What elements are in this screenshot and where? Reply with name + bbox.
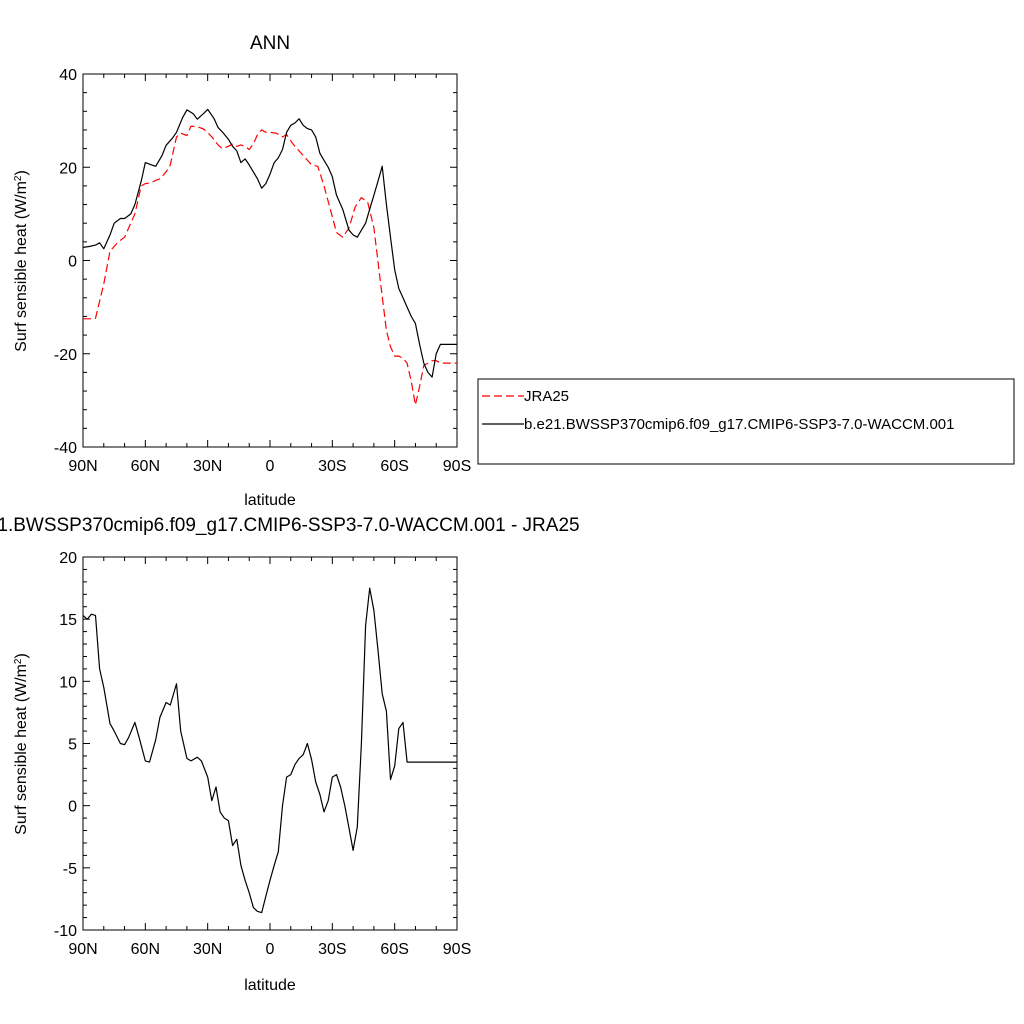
bottom-x-tick-label: 90N xyxy=(68,941,97,958)
bottom-x-axis-label: latitude xyxy=(244,977,296,994)
top-y-tick-label: 0 xyxy=(68,254,77,271)
top-x-tick-label: 90N xyxy=(68,458,97,475)
bottom-y-axis-label: Surf sensible heat (W/m2) xyxy=(13,653,31,835)
bottom-y-tick-label: 5 xyxy=(68,737,77,754)
bottom-y-tick-label: 20 xyxy=(59,550,77,567)
bottom-y-tick-label: -10 xyxy=(54,923,77,940)
top-x-tick-label: 30N xyxy=(193,458,222,475)
top-x-tick-label: 60N xyxy=(131,458,160,475)
top-y-tick-label: 20 xyxy=(59,160,77,177)
bottom-y-tick-label: 15 xyxy=(59,612,77,629)
bottom-panel: b.e21.BWSSP370cmip6.f09_g17.CMIP6-SSP3-7… xyxy=(0,515,580,994)
bottom-plot-area: 90N 60N 30N 0 30S 60S 90S -10 -5 0 5 10 15 20 xyxy=(54,550,471,958)
top-plot-frame xyxy=(82,73,458,448)
legend-label-jra25: JRA25 xyxy=(524,388,569,405)
top-y-tick-label: 40 xyxy=(59,67,77,84)
legend: JRA25 b.e21.BWSSP370cmip6.f09_g17.CMIP6-… xyxy=(477,378,1015,465)
bottom-x-tick-label: 90S xyxy=(443,941,471,958)
bottom-chart-title: b.e21.BWSSP370cmip6.f09_g17.CMIP6-SSP3-7… xyxy=(0,515,580,536)
top-x-tick-label: 60S xyxy=(380,458,408,475)
bottom-y-tick-label: -5 xyxy=(63,861,77,878)
bottom-x-tick-label: 60N xyxy=(131,941,160,958)
bottom-series-line-0 xyxy=(82,587,457,914)
top-series-line-1 xyxy=(82,108,457,378)
top-x-tick-label: 90S xyxy=(443,458,471,475)
bottom-y-tick-label: 0 xyxy=(68,799,77,816)
top-panel: ANN 90N 60N 30N 0 30S 60S 90S -40 -20 0 20 40 latit… xyxy=(13,33,472,509)
bottom-y-tick-label: 10 xyxy=(59,674,77,691)
bottom-plot-frame xyxy=(82,556,458,931)
bottom-x-tick-label: 60S xyxy=(380,941,408,958)
legend-label-model: b.e21.BWSSP370cmip6.f09_g17.CMIP6-SSP3-7… xyxy=(524,416,954,433)
bottom-x-tick-label: 30N xyxy=(193,941,222,958)
top-y-axis-label: Surf sensible heat (W/m2) xyxy=(13,170,31,352)
top-plot-area: 90N 60N 30N 0 30S 60S 90S -40 -20 0 20 40 xyxy=(54,67,471,475)
top-y-tick-label: -40 xyxy=(54,440,77,457)
bottom-x-tick-label: 0 xyxy=(266,941,275,958)
top-x-tick-label: 30S xyxy=(318,458,346,475)
top-series-line-0 xyxy=(83,125,457,406)
bottom-x-tick-label: 30S xyxy=(318,941,346,958)
top-x-tick-label: 0 xyxy=(266,458,275,475)
top-x-axis-label: latitude xyxy=(244,492,296,509)
legend-box xyxy=(477,378,1015,465)
top-chart-title: ANN xyxy=(250,33,290,54)
top-y-tick-label: -20 xyxy=(54,347,77,364)
